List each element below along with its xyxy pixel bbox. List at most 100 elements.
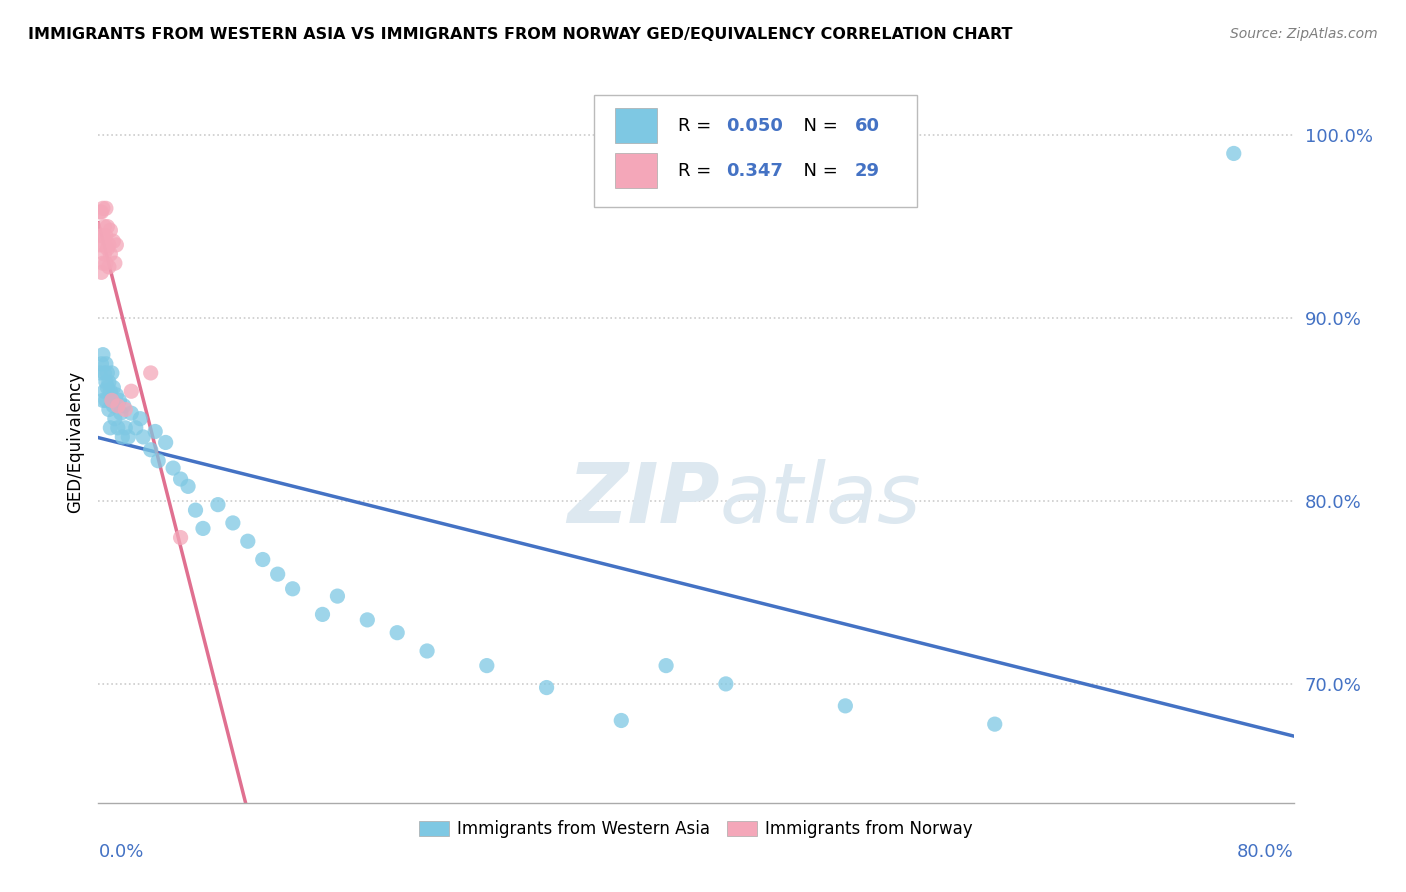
Point [207, 498, 229, 512]
Point [105, 388, 128, 402]
Point [89, 366, 111, 380]
Point [110, 406, 132, 420]
Point [93, 219, 115, 234]
FancyBboxPatch shape [614, 153, 657, 188]
Point [94, 256, 117, 270]
Legend: Immigrants from Western Asia, Immigrants from Norway: Immigrants from Western Asia, Immigrants… [412, 814, 980, 845]
Point [103, 234, 125, 248]
Point [93, 238, 115, 252]
Point [117, 430, 139, 444]
Point [139, 442, 162, 457]
Point [107, 421, 129, 435]
Text: N =: N = [792, 117, 844, 135]
Point [191, 521, 214, 535]
Point [326, 589, 349, 603]
Text: 0.0%: 0.0% [98, 843, 143, 861]
Point [91, 393, 114, 408]
Point [143, 425, 166, 439]
Point [93, 247, 115, 261]
Point [1223, 146, 1246, 161]
Point [90, 357, 112, 371]
Point [101, 393, 124, 408]
Point [610, 714, 633, 728]
Point [177, 479, 200, 493]
Point [97, 402, 120, 417]
Text: ZIP: ZIP [567, 458, 720, 540]
Point [91, 348, 114, 362]
Point [94, 228, 117, 243]
Point [89, 205, 111, 219]
Point [96, 242, 118, 256]
Point [96, 381, 118, 395]
Point [132, 430, 155, 444]
Point [114, 421, 136, 435]
Point [108, 393, 131, 408]
Text: N =: N = [792, 161, 844, 179]
Point [120, 406, 142, 420]
Point [96, 366, 118, 380]
Point [94, 357, 117, 371]
Point [104, 411, 127, 425]
Point [311, 607, 333, 622]
Text: R =: R = [678, 161, 717, 179]
Point [416, 644, 439, 658]
Point [98, 223, 122, 237]
Text: 80.0%: 80.0% [1237, 843, 1294, 861]
Point [91, 202, 114, 216]
Point [984, 717, 1007, 731]
Point [91, 256, 114, 270]
Point [90, 228, 112, 243]
Point [267, 567, 290, 582]
Point [236, 534, 259, 549]
Point [89, 238, 111, 252]
Y-axis label: GED/Equivalency: GED/Equivalency [66, 370, 84, 513]
Point [120, 384, 142, 399]
Point [91, 228, 114, 243]
Point [385, 625, 409, 640]
Point [103, 381, 125, 395]
Text: 0.347: 0.347 [725, 161, 783, 179]
Point [97, 375, 120, 389]
Point [98, 384, 122, 399]
Point [129, 411, 152, 425]
Point [98, 247, 122, 261]
Point [252, 552, 274, 566]
Point [356, 613, 378, 627]
Point [104, 256, 127, 270]
FancyBboxPatch shape [595, 95, 917, 207]
Point [536, 681, 558, 695]
Text: R =: R = [678, 117, 717, 135]
Point [155, 435, 177, 450]
Point [90, 265, 112, 279]
Point [169, 472, 191, 486]
Text: 29: 29 [855, 161, 880, 179]
Point [97, 238, 120, 252]
Point [96, 219, 118, 234]
Point [94, 393, 117, 408]
Point [101, 366, 124, 380]
Point [112, 399, 135, 413]
Point [101, 393, 124, 408]
Point [94, 375, 117, 389]
Point [105, 238, 128, 252]
Point [222, 516, 245, 530]
Point [475, 658, 498, 673]
Point [139, 366, 162, 380]
Point [169, 531, 191, 545]
Point [281, 582, 304, 596]
Point [98, 421, 122, 435]
Point [94, 202, 117, 216]
Point [714, 677, 737, 691]
Point [162, 461, 184, 475]
Point [655, 658, 678, 673]
Text: IMMIGRANTS FROM WESTERN ASIA VS IMMIGRANTS FROM NORWAY GED/EQUIVALENCY CORRELATI: IMMIGRANTS FROM WESTERN ASIA VS IMMIGRAN… [28, 27, 1012, 42]
Point [93, 366, 115, 380]
Text: 60: 60 [855, 117, 880, 135]
FancyBboxPatch shape [614, 109, 657, 143]
Point [125, 421, 148, 435]
Text: 0.050: 0.050 [725, 117, 783, 135]
Point [834, 698, 856, 713]
Point [103, 399, 125, 413]
Text: Source: ZipAtlas.com: Source: ZipAtlas.com [1230, 27, 1378, 41]
Point [90, 205, 112, 219]
